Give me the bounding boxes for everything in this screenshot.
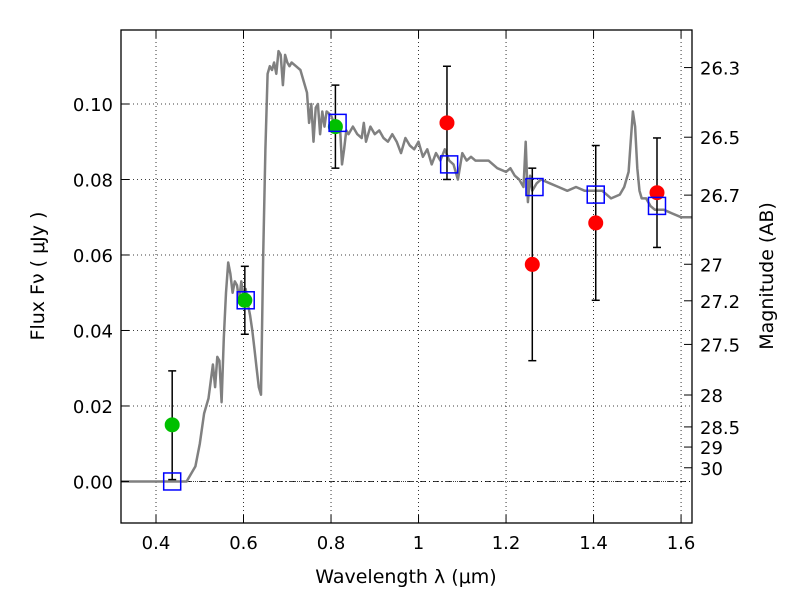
x-tick-label: 1 bbox=[413, 533, 424, 554]
spectrum-line bbox=[121, 49, 692, 483]
x-tick-label: 0.6 bbox=[229, 533, 258, 554]
data-points bbox=[164, 115, 665, 433]
right-axis-label: Magnitude (AB) bbox=[756, 202, 778, 350]
data-point bbox=[237, 292, 253, 308]
y-axis-label: Flux Fν ( μJy ) bbox=[27, 212, 49, 341]
y-tick-label: 0.04 bbox=[73, 321, 113, 342]
plot-frame bbox=[120, 29, 693, 524]
x-tick-label: 1.2 bbox=[492, 533, 521, 554]
x-tick-label: 1.6 bbox=[667, 533, 696, 554]
right-tick-label: 28 bbox=[700, 386, 723, 407]
data-point bbox=[164, 417, 180, 433]
model-band-square bbox=[439, 155, 459, 174]
error-bars bbox=[168, 65, 661, 481]
right-tick-label: 27 bbox=[700, 255, 723, 276]
right-tick-label: 27.2 bbox=[700, 292, 740, 313]
grid bbox=[121, 30, 692, 523]
model-band-square bbox=[647, 196, 667, 216]
y-tick-label: 0.00 bbox=[73, 472, 113, 493]
x-axis-label: Wavelength λ (μm) bbox=[315, 566, 496, 588]
x-tick-label: 0.8 bbox=[317, 533, 346, 554]
data-point bbox=[649, 185, 665, 201]
right-tick-label: 26.5 bbox=[700, 128, 740, 149]
right-tick-label: 27.5 bbox=[700, 335, 740, 356]
model-band-square bbox=[586, 185, 605, 204]
y-tick-label: 0.06 bbox=[73, 246, 113, 267]
model-spectrum bbox=[121, 49, 692, 483]
model-band-square bbox=[525, 177, 544, 197]
right-tick-label: 30 bbox=[700, 459, 723, 480]
right-tick-label: 26.7 bbox=[700, 186, 740, 207]
right-tick-label: 26.3 bbox=[700, 59, 740, 80]
model-squares bbox=[162, 113, 667, 491]
x-tick-label: 0.4 bbox=[142, 533, 171, 554]
data-point bbox=[439, 115, 455, 131]
right-tick-label: 29 bbox=[700, 438, 723, 459]
x-ticks: 0.4 0.6 0.8 1 1.2 1.4 1.6 bbox=[142, 30, 696, 554]
data-point bbox=[524, 256, 540, 272]
x-tick-label: 1.4 bbox=[579, 533, 608, 554]
y-tick-label: 0.02 bbox=[73, 397, 113, 418]
data-point bbox=[327, 119, 343, 135]
model-band-square bbox=[162, 472, 182, 491]
data-point bbox=[588, 215, 604, 231]
right-tick-label: 28.5 bbox=[700, 418, 740, 439]
y-ticks: 0.00 0.02 0.04 0.06 0.08 0.10 bbox=[73, 95, 129, 493]
model-band-square bbox=[236, 291, 255, 310]
y-tick-label: 0.10 bbox=[73, 95, 113, 116]
y-tick-label: 0.08 bbox=[73, 170, 113, 191]
model-band-square bbox=[328, 113, 347, 133]
